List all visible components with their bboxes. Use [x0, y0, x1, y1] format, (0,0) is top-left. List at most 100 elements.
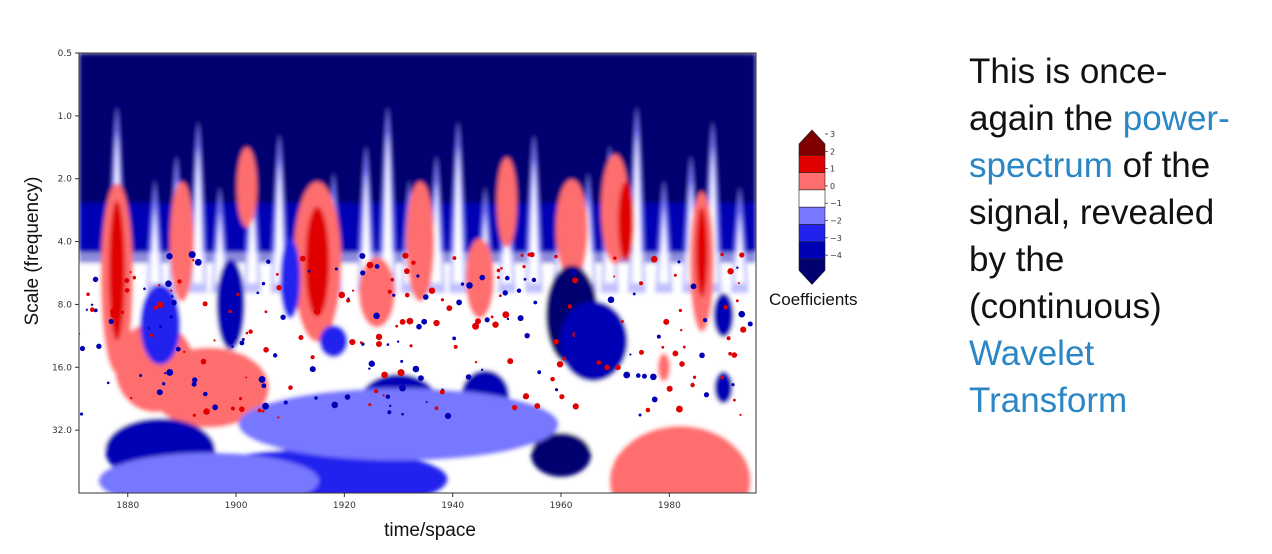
- coefficient-speckle: [166, 369, 174, 376]
- coefficient-region: [99, 452, 319, 493]
- x-tick-label: 1960: [550, 501, 573, 511]
- coefficient-region: [358, 257, 395, 328]
- coefficient-region: [274, 158, 285, 283]
- colorbar: 3 2 1 0 −1 −2 −3 −4: [798, 129, 842, 285]
- coefficient-region: [657, 353, 670, 382]
- coefficient-speckle: [682, 345, 686, 349]
- coefficient-speckle: [177, 279, 182, 284]
- coefficient-speckle: [245, 331, 249, 335]
- coefficient-speckle: [158, 283, 161, 287]
- coefficient-speckle: [574, 331, 581, 338]
- coefficient-speckle: [727, 268, 734, 275]
- coefficient-speckle: [496, 275, 500, 279]
- coefficient-speckle: [309, 366, 316, 373]
- coefficient-speckle: [411, 260, 416, 265]
- colorbar-segment: [798, 155, 826, 173]
- coefficient-speckle: [192, 377, 198, 383]
- colorbar-tick-label: −4: [830, 251, 842, 260]
- coefficient-speckle: [288, 385, 293, 390]
- coefficient-speckle: [283, 400, 288, 405]
- coefficient-speckle: [639, 281, 644, 286]
- coefficient-speckle: [731, 352, 738, 358]
- coefficient-speckle: [733, 398, 736, 402]
- coefficient-speckle: [562, 356, 567, 361]
- coefficient-speckle: [534, 403, 541, 409]
- coefficient-speckle: [261, 409, 265, 413]
- coefficient-speckle: [164, 372, 167, 375]
- coefficient-speckle: [106, 381, 110, 385]
- coefficient-speckle: [299, 255, 306, 262]
- coefficient-speckle: [465, 374, 472, 380]
- coefficient-speckle: [221, 315, 228, 322]
- text-line-3-end: of the: [1112, 146, 1211, 185]
- coefficient-speckle: [613, 275, 616, 278]
- coefficient-speckle: [740, 326, 747, 333]
- coefficient-speckle: [492, 321, 499, 328]
- coefficient-speckle: [512, 405, 518, 411]
- coefficient-speckle: [263, 347, 269, 353]
- explanation-text: This is once- again the power- spectrum …: [969, 48, 1269, 424]
- coefficient-speckle: [366, 261, 374, 269]
- coefficient-speckle: [629, 353, 632, 356]
- coefficient-speckle: [553, 338, 559, 345]
- coefficient-speckle: [175, 346, 181, 352]
- coefficient-speckle: [156, 301, 164, 309]
- coefficient-speckle: [298, 335, 304, 341]
- coefficient-speckle: [661, 345, 665, 349]
- coefficient-speckle: [739, 413, 742, 417]
- coefficient-speckle: [276, 285, 282, 291]
- coefficient-speckle: [79, 345, 86, 352]
- coefficient-region: [140, 284, 181, 365]
- coefficient-speckle: [130, 396, 133, 400]
- coefficient-speckle: [651, 396, 658, 403]
- coefficient-speckle: [699, 352, 705, 359]
- coefficient-speckle: [718, 305, 724, 311]
- coefficient-speckle: [720, 252, 724, 257]
- colorbar-tick-label: 2: [830, 147, 835, 156]
- coefficient-speckle: [314, 396, 318, 400]
- coefficient-speckle: [632, 292, 636, 296]
- coefficient-speckle: [161, 382, 166, 386]
- y-tick-label: 16.0: [52, 363, 72, 373]
- coefficient-speckle: [90, 303, 94, 306]
- coefficient-speckle: [728, 351, 732, 356]
- coefficient-speckle: [453, 344, 458, 349]
- coefficient-speckle: [418, 375, 424, 382]
- coefficient-speckle: [120, 310, 125, 314]
- coefficient-speckle: [550, 376, 555, 382]
- coefficient-speckle: [96, 343, 102, 349]
- coefficient-speckle: [108, 318, 114, 325]
- plot-frame: [78, 52, 757, 494]
- x-tick-label: 1980: [658, 501, 681, 511]
- coefficient-region: [528, 158, 539, 283]
- coefficient-region: [79, 53, 756, 203]
- coefficient-speckle: [385, 394, 391, 399]
- coefficient-speckle: [401, 412, 404, 416]
- coefficient-speckle: [739, 252, 745, 258]
- coefficient-speckle: [234, 336, 237, 339]
- coefficient-speckle: [502, 311, 510, 319]
- coefficient-speckle: [737, 282, 740, 285]
- coefficient-speckle: [349, 338, 356, 346]
- coefficient-speckle: [537, 370, 542, 375]
- coefficient-region: [555, 179, 588, 280]
- coefficient-speckle: [479, 274, 486, 281]
- text-line-2: again the power-: [969, 95, 1269, 142]
- coefficient-speckle: [375, 333, 383, 341]
- coefficient-speckle: [194, 258, 202, 266]
- coefficient-speckle: [735, 299, 739, 303]
- coefficient-speckle: [368, 367, 371, 370]
- colorbar-segment: [798, 129, 826, 156]
- coefficient-speckle: [444, 412, 452, 420]
- coefficient-speckle: [726, 336, 731, 341]
- coefficient-speckle: [421, 318, 428, 325]
- colorbar-segment: [798, 206, 826, 225]
- coefficient-speckle: [147, 327, 151, 330]
- coefficient-speckle: [374, 264, 380, 269]
- coefficient-speckle: [517, 315, 524, 322]
- coefficient-speckle: [373, 389, 379, 394]
- coefficient-speckle: [262, 402, 269, 410]
- coefficient-speckle: [360, 270, 366, 276]
- coefficient-speckle: [171, 299, 177, 306]
